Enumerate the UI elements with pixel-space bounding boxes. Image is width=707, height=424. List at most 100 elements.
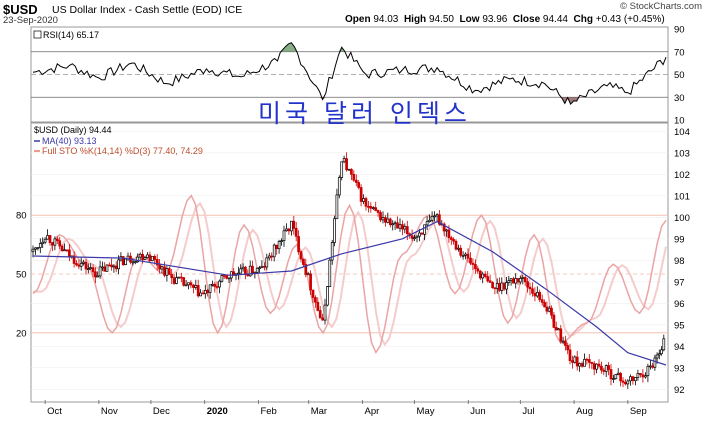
candle-body	[597, 363, 601, 367]
x-tick-label: Mar	[311, 406, 327, 417]
rsi-line	[32, 42, 667, 105]
price-legend-text: $USD (Daily) 94.44	[34, 125, 112, 135]
candle-body	[595, 363, 598, 370]
candle-body	[488, 280, 492, 283]
price-axis-ticks: 92 93 94 95 96 97 98 99 100 101 102 103 104	[674, 127, 690, 396]
candle-body	[474, 264, 477, 269]
instrument-description: US Dollar Index - Cash Settle (EOD) ICE	[52, 4, 242, 16]
candle-body	[459, 247, 463, 256]
candle-body	[302, 258, 305, 265]
candle-body	[580, 363, 584, 367]
x-axis-ticks: Oct Nov Dec 2020 Feb Mar Apr May Jun Jul Aug Sep	[44, 400, 647, 417]
candle-body	[396, 222, 399, 229]
candle-body	[626, 380, 630, 385]
candle-body	[177, 276, 181, 279]
price-tick-label: 101	[674, 191, 690, 202]
candle-body	[526, 281, 529, 288]
rsi-legend: RSI(14) 65.17	[33, 30, 99, 40]
candle-body	[641, 374, 645, 378]
candle-body	[428, 219, 431, 222]
candle-body	[469, 257, 472, 264]
candle-body	[507, 280, 511, 283]
rsi-tick-label: 10	[674, 116, 685, 127]
candle-body	[75, 263, 78, 266]
candle-body	[299, 251, 303, 260]
candle-body	[616, 372, 620, 375]
x-tick-label: May	[417, 406, 435, 417]
candle-body	[500, 282, 504, 291]
candle-body	[167, 268, 171, 275]
stockcharts-credit: © StockCharts.com	[620, 1, 702, 12]
candle-body	[540, 299, 544, 303]
candle-body	[330, 242, 334, 261]
candle-body	[557, 328, 560, 331]
candle-body	[65, 249, 69, 252]
candle-body	[388, 218, 392, 226]
rsi-tick-label: 90	[674, 25, 685, 36]
candle-body	[491, 282, 494, 289]
candle-body	[189, 282, 193, 286]
rsi-legend-text: RSI(14) 65.17	[43, 30, 99, 40]
candle-body	[352, 173, 356, 181]
candle-body	[94, 271, 97, 278]
candle-body	[359, 187, 363, 202]
candle-body	[651, 365, 654, 368]
rsi-tick-label: 30	[674, 93, 685, 104]
candle-body	[258, 267, 261, 270]
candle-body	[285, 228, 288, 232]
candle-body	[445, 229, 448, 232]
price-tick-label: 99	[674, 234, 685, 245]
price-tick-label: 94	[674, 342, 685, 353]
candle-body	[294, 227, 298, 237]
candle-body	[604, 365, 608, 372]
candle-body	[561, 340, 565, 343]
candle-body	[138, 253, 142, 258]
candle-body	[585, 358, 589, 361]
candle-body	[357, 182, 361, 188]
candle-body	[547, 307, 551, 312]
candle-body	[110, 264, 113, 268]
candle-body	[304, 264, 308, 275]
chart-date: 23-Sep-2020	[3, 15, 58, 26]
candle-body	[218, 280, 221, 288]
candle-body	[43, 238, 47, 243]
close-value: 94.44	[542, 14, 568, 25]
price-tick-label: 104	[674, 127, 690, 138]
candle-body	[72, 255, 76, 264]
candle-body	[564, 340, 567, 346]
chg-value: +0.43 (+0.45%)	[595, 14, 665, 25]
candle-body	[239, 268, 243, 274]
x-tick-label: Apr	[365, 406, 380, 417]
candle-body	[379, 212, 382, 221]
candle-body	[79, 262, 83, 267]
candle-body	[559, 328, 563, 342]
candle-body	[528, 286, 532, 290]
candle-body	[165, 268, 169, 276]
candle-body	[614, 374, 618, 379]
candle-body	[91, 267, 95, 273]
candle-body	[646, 365, 650, 376]
candle-body	[175, 277, 178, 284]
candle-body	[649, 365, 652, 368]
candle-body	[435, 214, 439, 217]
candle-body	[255, 267, 259, 273]
candle-body	[182, 277, 186, 286]
candle-body	[471, 262, 475, 265]
candle-body	[187, 282, 190, 286]
candle-body	[381, 217, 385, 221]
candle-body	[323, 304, 327, 321]
candle-body	[644, 375, 647, 378]
candle-body	[277, 241, 281, 250]
candle-body	[241, 266, 245, 270]
description-text: US Dollar Index - Cash Settle (EOD)	[52, 4, 222, 16]
candle-body	[655, 354, 659, 359]
candle-body	[215, 286, 219, 288]
candle-body	[384, 217, 387, 223]
price-tick-label: 100	[674, 213, 690, 224]
candle-body	[386, 218, 390, 223]
x-tick-label: Nov	[101, 406, 118, 417]
candle-body	[621, 380, 625, 383]
candle-body	[105, 264, 109, 272]
candle-body	[237, 272, 240, 275]
candle-body	[347, 168, 351, 171]
